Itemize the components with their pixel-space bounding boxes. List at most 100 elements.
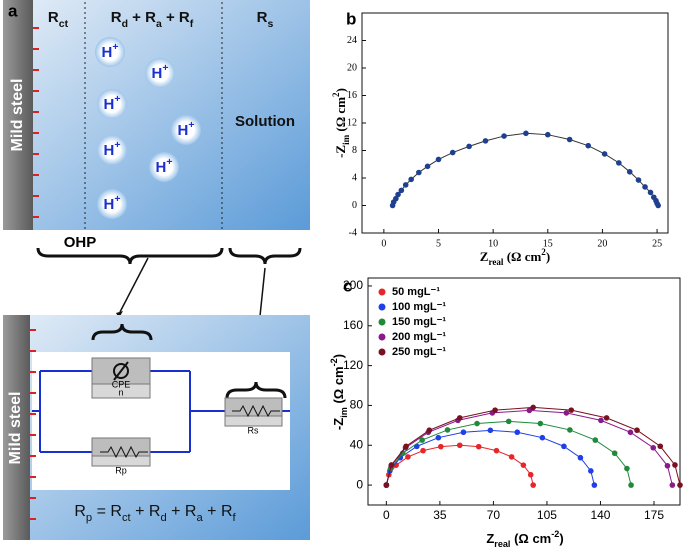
text-part: ct xyxy=(122,512,132,524)
x-tick-label: 0 xyxy=(381,238,386,249)
text-part: -Z xyxy=(333,145,348,158)
text-part: R xyxy=(48,9,59,26)
equation: Rp = Rct + Rd + Ra + Rf xyxy=(74,503,236,524)
y-tick-label: -4 xyxy=(349,227,357,238)
plot-frame xyxy=(367,277,681,506)
point xyxy=(475,443,482,450)
y-tick-label: 12 xyxy=(347,117,357,128)
text-part: H xyxy=(102,44,113,61)
text-part: a xyxy=(156,18,162,30)
x-axis-label: Zreal (Ω cm2) xyxy=(480,247,550,267)
text-part: -Z xyxy=(331,418,346,430)
text-part: Z xyxy=(486,531,494,546)
text-part: ct xyxy=(59,18,69,30)
point xyxy=(527,471,534,478)
point xyxy=(449,149,456,156)
ion-label: H+ xyxy=(156,156,173,176)
cpe-element xyxy=(91,357,151,399)
text-part: + R xyxy=(128,9,156,26)
brace xyxy=(36,247,224,265)
point xyxy=(626,169,633,175)
point xyxy=(664,462,671,469)
legend-marker xyxy=(378,318,386,326)
y-tick-label: 20 xyxy=(347,62,357,73)
element-label: Rp xyxy=(115,465,127,475)
point xyxy=(672,462,678,468)
point xyxy=(416,169,422,176)
legend-marker xyxy=(378,288,386,296)
y-axis-label: -Zim (Ω cm2) xyxy=(331,88,351,158)
point xyxy=(650,444,657,451)
point xyxy=(677,482,683,488)
ion-label: H+ xyxy=(104,193,121,213)
point xyxy=(493,447,500,454)
x-tick-label: 140 xyxy=(590,508,610,522)
point xyxy=(624,465,630,472)
y-tick-label: 120 xyxy=(343,358,363,372)
steel-strip xyxy=(3,315,30,540)
point xyxy=(591,482,598,488)
solution-region xyxy=(33,0,310,230)
x-tick-label: 15 xyxy=(543,238,553,249)
element-label: n xyxy=(118,387,123,397)
rp-element xyxy=(91,437,151,467)
point xyxy=(419,437,425,443)
point xyxy=(482,138,489,144)
text-part: -2 xyxy=(329,358,339,366)
ion xyxy=(149,152,179,182)
point xyxy=(466,143,472,150)
point xyxy=(424,163,431,170)
ion xyxy=(97,135,127,165)
point xyxy=(539,434,546,441)
text-part: d xyxy=(160,512,166,524)
ion xyxy=(145,58,175,88)
metal-label: Mild steel xyxy=(9,79,26,152)
legend-marker xyxy=(378,333,386,341)
wires xyxy=(32,370,290,453)
arrow-head xyxy=(116,311,123,318)
text-part: + xyxy=(114,93,120,105)
point xyxy=(655,202,661,209)
point xyxy=(403,443,409,450)
ion xyxy=(95,37,125,67)
text-part: H xyxy=(104,96,115,113)
y-tick-label: 8 xyxy=(352,145,357,156)
text-part: p xyxy=(86,512,92,524)
text-part: + R xyxy=(167,503,197,520)
point xyxy=(526,407,533,414)
point xyxy=(460,429,467,436)
point xyxy=(537,420,544,427)
text-part: + R xyxy=(131,503,161,520)
point xyxy=(647,189,654,196)
point xyxy=(566,136,573,143)
point xyxy=(611,450,618,457)
point xyxy=(577,454,584,461)
text-part: H xyxy=(156,159,167,176)
x-tick-label: 10 xyxy=(488,238,498,249)
text-part: real xyxy=(494,539,510,549)
point xyxy=(395,191,401,198)
text-part: Z xyxy=(480,249,489,264)
point xyxy=(474,420,480,427)
point xyxy=(520,462,527,468)
point xyxy=(588,468,594,474)
text-part: ) xyxy=(559,531,563,546)
text-part: + xyxy=(188,119,194,131)
y-tick-label: 200 xyxy=(343,278,363,292)
point xyxy=(592,437,599,443)
text-part: H xyxy=(178,122,189,139)
arrow xyxy=(119,257,149,313)
ion-label: H+ xyxy=(152,62,169,82)
point xyxy=(388,462,395,468)
point xyxy=(523,130,529,137)
element-label: CPE xyxy=(112,379,131,389)
fit-line xyxy=(392,132,659,206)
legend-marker xyxy=(378,303,386,311)
y-tick-label: 4 xyxy=(352,172,357,183)
point xyxy=(561,443,567,450)
point xyxy=(603,415,610,421)
text-part: H xyxy=(104,142,115,159)
point xyxy=(435,156,442,163)
text-part: real xyxy=(488,257,503,267)
steel-strip xyxy=(3,0,33,230)
